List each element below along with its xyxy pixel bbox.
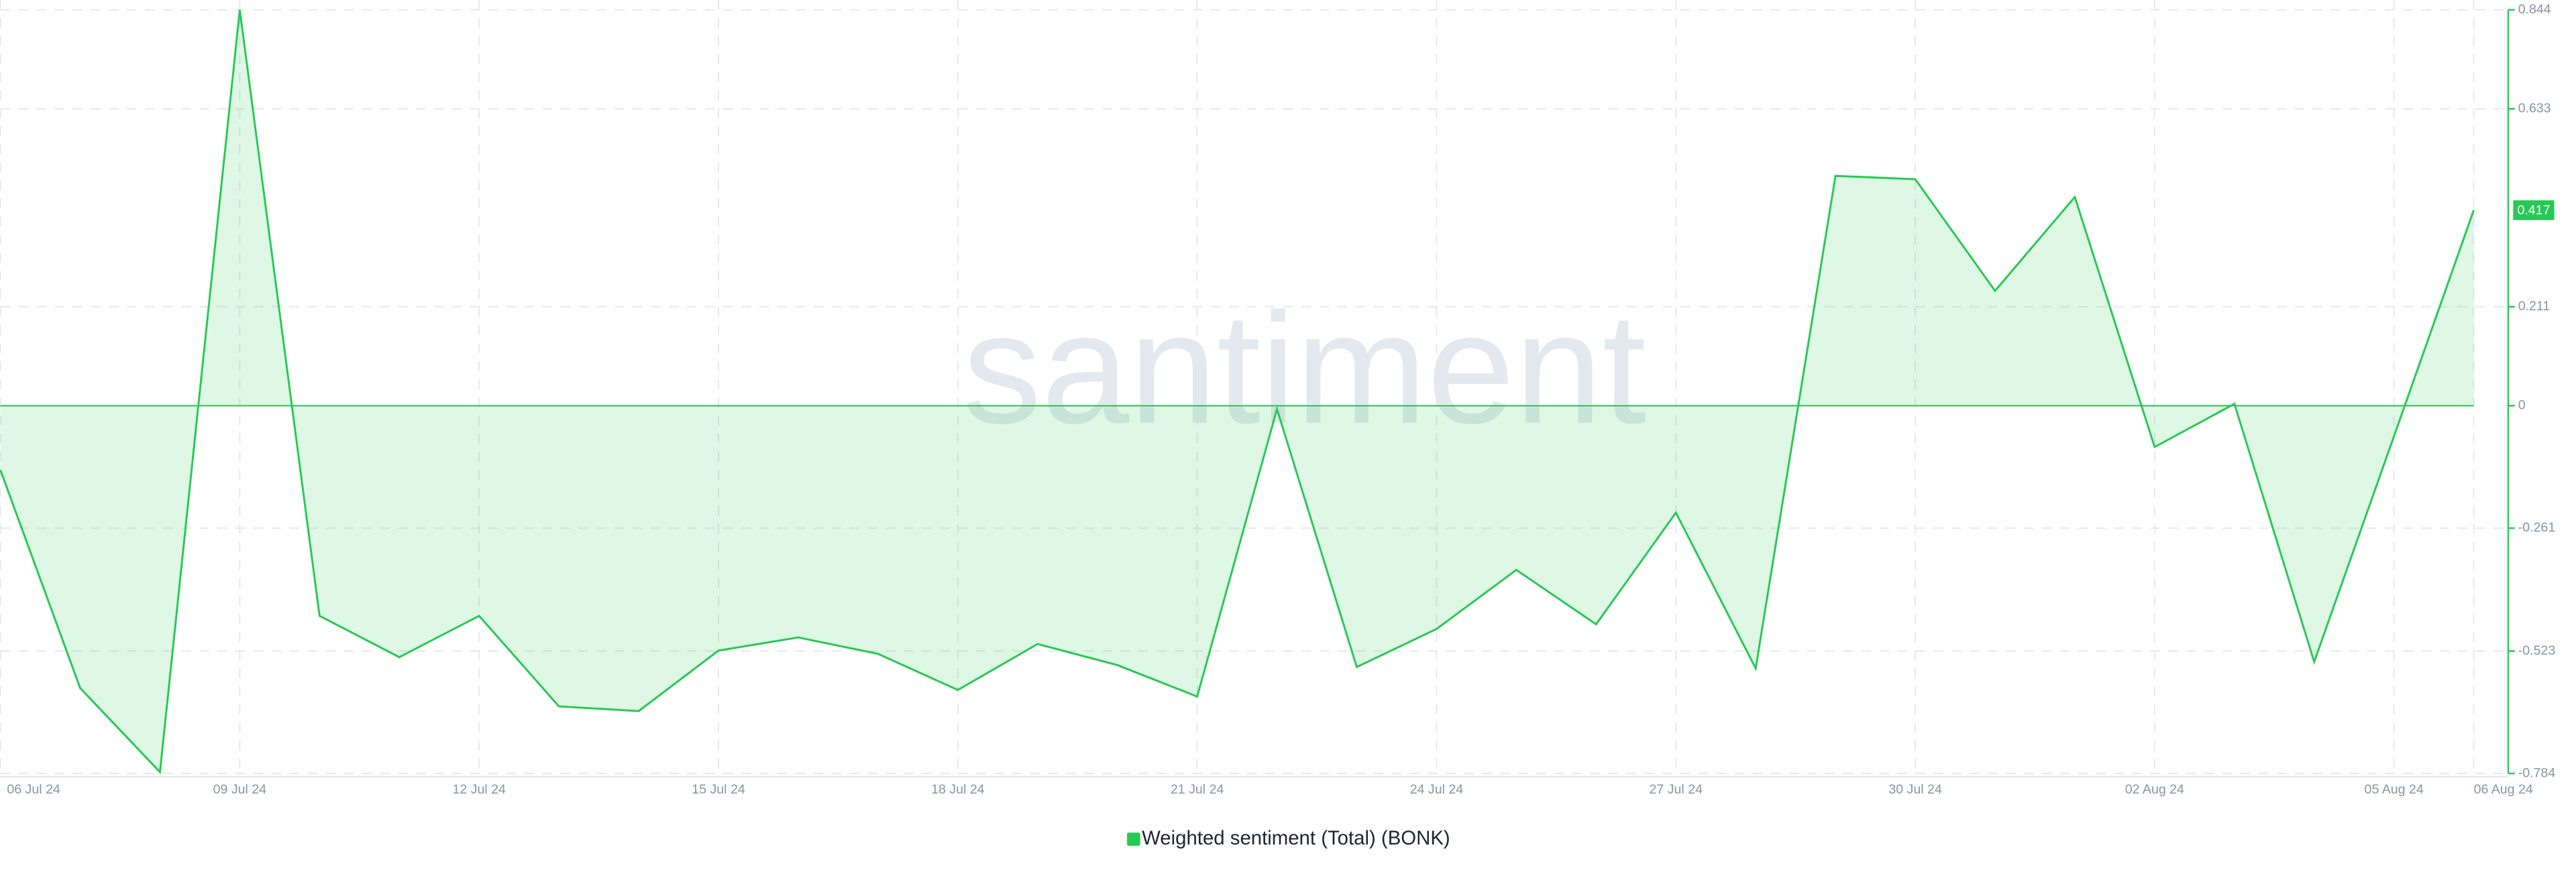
x-tick-label: 02 Aug 24 [2125, 782, 2184, 797]
area [0, 9, 2474, 773]
watermark: santiment [963, 280, 1646, 456]
x-tick-label: 09 Jul 24 [213, 782, 267, 797]
x-tick-label: 06 Jul 24 [7, 782, 60, 797]
legend-label: Weighted sentiment (Total) (BONK) [1142, 827, 1450, 849]
x-tick-label: 05 Aug 24 [2365, 782, 2424, 797]
line [0, 9, 2475, 775]
x-tick-label: 21 Jul 24 [1171, 782, 1224, 797]
x-tick-label: 12 Jul 24 [452, 782, 506, 797]
x-tick-label: 15 Jul 24 [692, 782, 745, 797]
x-tick-label: 30 Jul 24 [1888, 782, 1942, 797]
x-tick-label: 24 Jul 24 [1410, 782, 1464, 797]
last-value-label: 0.417 [2517, 203, 2550, 218]
x-tick-label: 18 Jul 24 [931, 782, 985, 797]
plot: 0.844 0.633 0.211 0 -0.261 -0.523 -0.784 06 Jul… [0, 0, 2556, 846]
y-tick-label: -0.261 [2518, 521, 2556, 535]
legend-swatch [1127, 832, 1140, 846]
x-tick-label: 06 Aug 24 [2474, 782, 2533, 797]
y-tick-label: 0.844 [2518, 2, 2551, 17]
x-tick-label: 27 Jul 24 [1650, 782, 1703, 797]
y-tick-label: 0.211 [2518, 299, 2551, 314]
y-tick-label: -0.523 [2518, 643, 2556, 658]
y-tick-label: 0.633 [2518, 101, 2551, 115]
y-tick-label: 0 [2518, 398, 2526, 413]
last-value-badge [2513, 200, 2555, 220]
y-tick-label: -0.784 [2518, 765, 2556, 780]
